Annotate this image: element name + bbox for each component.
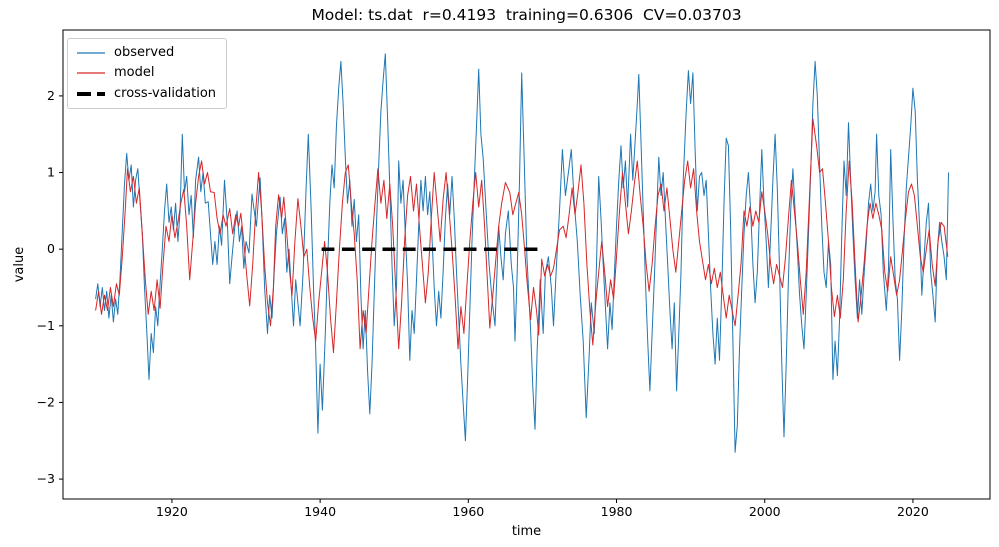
y-tick-label: −2	[37, 394, 55, 409]
x-tick-label: 2000	[749, 504, 781, 519]
y-tick-label: −1	[37, 318, 55, 333]
x-tick-label: 1920	[156, 504, 188, 519]
x-tick-label: 2020	[897, 504, 929, 519]
model-line	[95, 118, 949, 354]
observed-line-swatch-icon	[77, 52, 105, 54]
legend: observed model cross-validation	[67, 38, 228, 109]
legend-row-cross-validation: cross-validation	[76, 86, 216, 102]
model-line-swatch-icon	[77, 72, 105, 74]
x-axis-label: time	[511, 524, 542, 539]
legend-row-observed: observed	[76, 45, 216, 61]
y-tick-label: 2	[47, 88, 55, 103]
x-tick-label: 1960	[452, 504, 484, 519]
cross-validation-dash-swatch-icon	[77, 91, 105, 96]
x-tick-label: 1980	[601, 504, 633, 519]
legend-label-observed: observed	[114, 45, 175, 60]
legend-label-cross-validation: cross-validation	[114, 85, 217, 101]
legend-row-model: model	[76, 65, 216, 81]
chart-title: Model: ts.dat r=0.4193 training=0.6306 C…	[311, 6, 742, 24]
y-axis-label: value	[12, 246, 27, 283]
legend-label-model: model	[114, 65, 155, 81]
observed-line	[95, 53, 949, 453]
y-tick-label: −3	[37, 471, 55, 486]
y-tick-label: 0	[47, 241, 55, 256]
x-tick-label: 1940	[304, 504, 336, 519]
y-tick-label: 1	[47, 165, 55, 180]
plot-frame	[62, 29, 991, 500]
